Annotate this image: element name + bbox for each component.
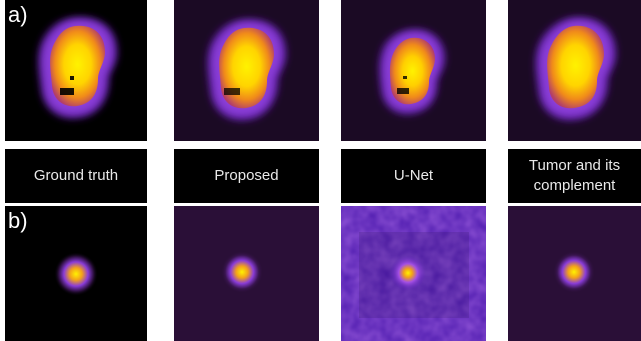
panel-a-ground-truth (5, 0, 147, 141)
label-tumor-line1: Tumor and its (528, 157, 621, 174)
label-proposed-text: Proposed (214, 167, 279, 184)
panel-b-ground-truth (5, 206, 147, 341)
label-tumor-line2: complement (533, 177, 616, 194)
panel-a-proposed (174, 0, 319, 141)
label-proposed: Proposed (174, 149, 319, 203)
row-label-b: b) (8, 208, 28, 233)
label-ground-truth-text: Ground truth (33, 167, 119, 184)
panel-b-proposed (174, 206, 319, 341)
panel-b-unet (341, 206, 486, 341)
panel-a-unet (341, 0, 486, 141)
row-label-a: a) (8, 2, 28, 27)
label-unet: U-Net (341, 149, 486, 203)
panel-a-tumor-complement (508, 0, 641, 141)
label-unet-text: U-Net (393, 167, 434, 184)
label-tumor-complement: Tumor and its complement (508, 149, 641, 203)
panel-b-tumor-complement (508, 206, 641, 341)
label-ground-truth: Ground truth (5, 149, 147, 203)
